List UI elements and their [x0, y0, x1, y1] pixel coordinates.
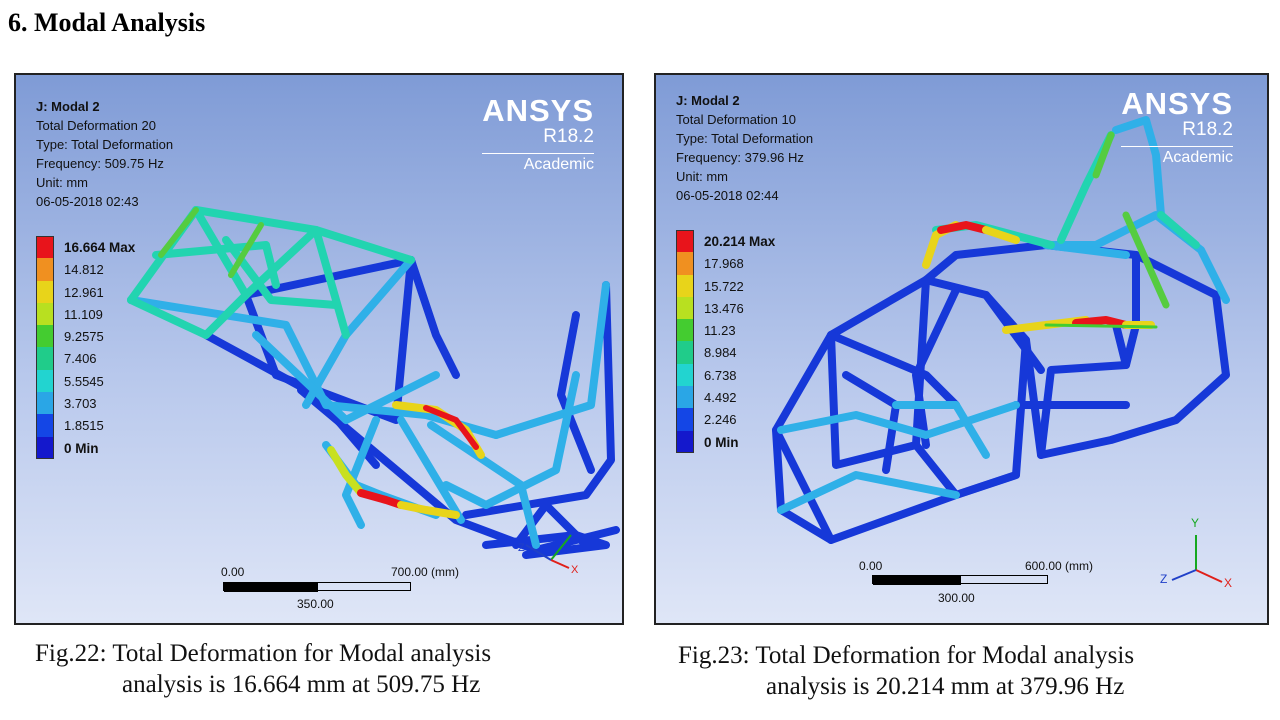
caption-line: analysis is 16.664 mm at 509.75 Hz	[122, 671, 481, 698]
info-line: Total Deformation 20	[36, 118, 156, 133]
scale-bar: 0.00 700.00 (mm) 350.00	[221, 565, 481, 611]
legend-swatch	[676, 296, 694, 320]
legend-swatch	[676, 341, 694, 364]
legend-label: 20.214 Max	[704, 234, 776, 249]
brand-name: ANSYS	[1121, 86, 1233, 121]
axis-triad	[1171, 535, 1223, 583]
result-info: J: Modal 2 Total Deformation 20 Type: To…	[36, 97, 173, 211]
legend-swatch	[36, 302, 54, 326]
legend-label: 6.738	[704, 367, 737, 383]
brand-name: ANSYS	[482, 93, 594, 128]
legend-swatch	[676, 408, 694, 431]
legend-label: 13.476	[704, 300, 744, 316]
figure-23-panel: Y X Z J: Modal 2 Total Deformation 10 Ty…	[654, 73, 1269, 625]
legend-swatch	[36, 436, 54, 459]
legend-label: 3.703	[64, 396, 97, 412]
info-line: Unit: mm	[676, 169, 728, 184]
legend-label: 12.961	[64, 284, 104, 300]
scale-bar-frame	[223, 582, 411, 592]
scale-mid: 300.00	[938, 591, 975, 605]
brand-edition: Academic	[1121, 146, 1233, 167]
legend-label: 0 Min	[704, 434, 739, 450]
chassis-deformation-plot: Y X Z	[772, 116, 1232, 590]
legend-label: 0 Min	[64, 440, 99, 456]
legend-label: 7.406	[64, 351, 97, 367]
legend-swatch	[36, 414, 54, 437]
brand-release: R18.2	[543, 126, 594, 147]
legend-swatch	[36, 347, 54, 370]
info-line: J: Modal 2	[676, 93, 740, 108]
section-heading: 6. Modal Analysis	[8, 8, 206, 37]
caption-line: Fig.22: Total Deformation for Modal anal…	[35, 640, 492, 667]
legend-label: 11.109	[64, 306, 103, 322]
legend-label: 2.246	[704, 412, 737, 428]
info-line: 06-05-2018 02:44	[676, 188, 779, 203]
scale-bar: 0.00 600.00 (mm) 300.00	[859, 559, 1119, 605]
legend-label: 9.2575	[64, 329, 104, 345]
legend-label: 8.984	[704, 345, 737, 361]
legend-swatch	[36, 392, 54, 415]
brand-edition: Academic	[482, 153, 594, 174]
legend-swatch	[36, 325, 54, 348]
caption-line: analysis is 20.214 mm at 379.96 Hz	[766, 673, 1125, 700]
axis-y-label: Y	[1191, 516, 1199, 530]
scale-start: 0.00	[221, 565, 245, 579]
info-line: J: Modal 2	[36, 99, 100, 114]
ansys-logo: ANSYS R18.2 Academic	[1121, 88, 1233, 167]
caption-line: Fig.23: Total Deformation for Modal anal…	[678, 642, 1135, 669]
scale-bar-frame	[872, 575, 1048, 585]
legend-swatch	[676, 252, 694, 275]
axis-z-label: Z	[518, 542, 525, 554]
info-line: Total Deformation 10	[676, 112, 796, 127]
info-line: Type: Total Deformation	[36, 137, 174, 152]
legend-label: 17.968	[704, 256, 744, 272]
legend-swatch	[36, 236, 54, 259]
legend-swatch	[676, 230, 694, 253]
legend-label: 14.812	[64, 262, 104, 278]
scale-mid: 350.00	[297, 597, 334, 611]
ansys-logo: ANSYS R18.2 Academic	[482, 95, 594, 174]
legend-swatch	[676, 274, 694, 297]
figure-22-panel: Z X J: Modal 2 Total Deformation 20 Type…	[14, 73, 624, 625]
legend-label: 16.664 Max	[64, 240, 136, 255]
scale-end: 700.00 (mm)	[391, 565, 460, 579]
figure-23-caption: Fig.23: Total Deformation for Modal anal…	[678, 640, 1134, 702]
legend-swatch	[676, 386, 694, 409]
axis-z-label: Z	[1160, 572, 1167, 586]
axis-x-label: X	[571, 564, 579, 576]
legend-swatch	[676, 319, 694, 342]
figure-22-caption: Fig.22: Total Deformation for Modal anal…	[35, 638, 491, 700]
scale-bar-fill	[224, 583, 318, 592]
legend-label: 1.8515	[64, 418, 104, 434]
legend-swatch	[676, 430, 694, 453]
legend-label: 4.492	[704, 390, 737, 406]
info-line: Type: Total Deformation	[676, 131, 814, 146]
scale-bar-fill	[873, 576, 961, 585]
brand-release: R18.2	[1182, 119, 1233, 140]
scale-end: 600.00 (mm)	[1025, 559, 1094, 573]
result-info: J: Modal 2 Total Deformation 10 Type: To…	[676, 91, 813, 205]
info-line: 06-05-2018 02:43	[36, 194, 139, 209]
axis-triad	[525, 534, 572, 569]
scale-start: 0.00	[859, 559, 883, 573]
legend-swatch	[36, 369, 54, 393]
axis-x-label: X	[1224, 576, 1232, 590]
legend-label: 5.5545	[64, 373, 104, 389]
chassis-deformation-plot: Z X	[127, 206, 620, 576]
legend-label: 11.23	[704, 323, 736, 339]
legend-swatch	[36, 280, 54, 303]
info-line: Frequency: 379.96 Hz	[676, 150, 804, 165]
legend-swatch	[36, 258, 54, 281]
info-line: Frequency: 509.75 Hz	[36, 156, 164, 171]
legend-swatch	[676, 363, 694, 387]
info-line: Unit: mm	[36, 175, 88, 190]
legend-label: 15.722	[704, 278, 744, 294]
